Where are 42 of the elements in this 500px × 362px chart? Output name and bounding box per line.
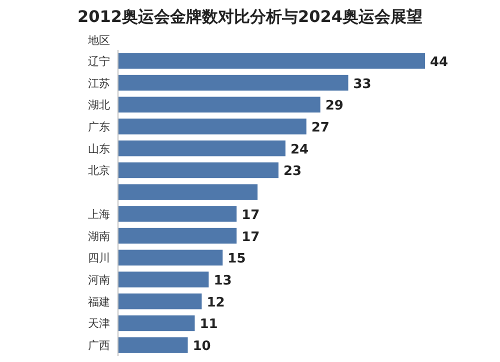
data-label: 23: [283, 164, 302, 180]
y-axis-title: 地区: [87, 34, 110, 47]
y-tick-label: 山东: [88, 142, 110, 156]
data-label: 27: [311, 120, 330, 136]
data-label: 17: [242, 208, 260, 223]
y-tick-label: 上海: [88, 208, 110, 221]
bar: [118, 272, 209, 288]
y-tick-label: 辽宁: [88, 54, 110, 68]
bar: [118, 184, 258, 200]
y-tick-label: 河南: [88, 274, 110, 286]
y-tick-label: 北京: [88, 164, 110, 178]
bar: [118, 74, 348, 91]
data-label: 10: [192, 339, 211, 354]
y-tick-label: 四川: [88, 252, 110, 265]
y-tick-label: 湖北: [88, 98, 110, 112]
data-label: 44: [430, 54, 448, 70]
bar: [118, 96, 320, 113]
y-tick-label: 广东: [88, 120, 110, 134]
bar: [118, 293, 202, 310]
bar: [118, 206, 237, 222]
data-label: 12: [206, 295, 225, 310]
bar: [118, 315, 195, 332]
bar: [118, 337, 188, 353]
data-label: 15: [228, 252, 246, 267]
data-label: 13: [214, 274, 232, 288]
y-tick-label: 广西: [88, 339, 110, 352]
data-label: 17: [242, 230, 260, 245]
y-tick-label: 湖南: [88, 230, 110, 243]
y-tick-label: 天津: [88, 317, 110, 330]
chart-title: 2012奥运会金牌数对比分析与2024奥运会展望: [77, 7, 423, 26]
data-label: 11: [200, 317, 218, 332]
data-label: 29: [325, 98, 344, 114]
y-tick-label: 江苏: [88, 76, 110, 90]
bar: [118, 250, 223, 266]
y-tick-label: 福建: [88, 295, 110, 308]
bar: [118, 53, 425, 69]
bar: [118, 228, 237, 244]
data-label: 24: [290, 142, 309, 158]
bar: [118, 140, 286, 156]
bar: [118, 162, 278, 178]
bar: [118, 118, 306, 134]
data-label: 33: [353, 76, 372, 92]
